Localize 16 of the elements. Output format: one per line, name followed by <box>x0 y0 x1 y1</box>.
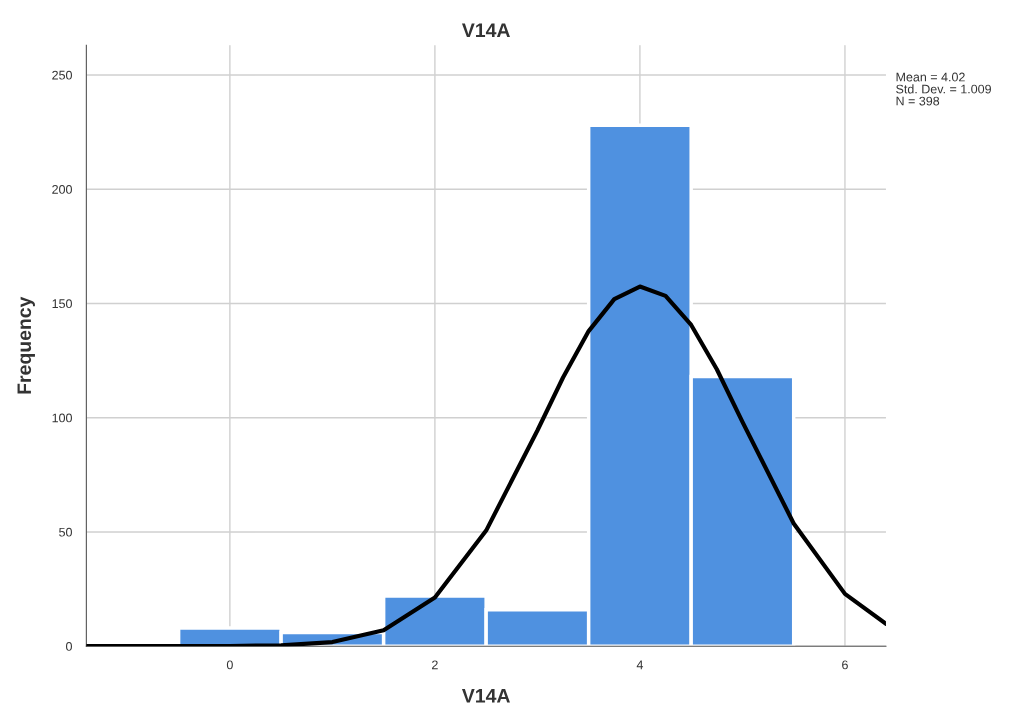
x-tick-label: 4 <box>636 660 644 670</box>
y-tick-label: 100 <box>52 413 72 423</box>
y-tick-label: 250 <box>52 70 72 80</box>
text: Mean = 4.02 <box>896 72 965 82</box>
y-tick-label: 0 <box>66 642 72 651</box>
x-axis-title: V14A <box>461 689 510 703</box>
x-tick-label: 0 <box>226 660 233 670</box>
y-tick-label: 200 <box>52 184 72 194</box>
y-tick-label: 150 <box>52 299 72 309</box>
text: N = 398 <box>896 96 940 106</box>
chart-title: V14A <box>461 23 510 37</box>
x-tick-label: 6 <box>842 660 848 670</box>
x-tick-label: 2 <box>432 660 438 670</box>
text: Std. Dev. = 1.009 <box>896 84 991 94</box>
y-axis-title: Frequency <box>17 296 35 394</box>
y-tick-label: 50 <box>59 527 72 537</box>
